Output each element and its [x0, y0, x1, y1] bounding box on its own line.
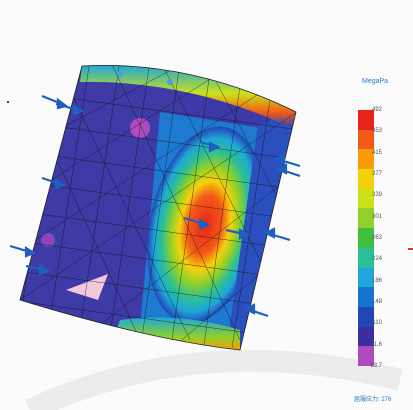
- legend-swatch: [358, 129, 374, 150]
- legend-tick-label: 148: [371, 299, 382, 305]
- stray-mark: [7, 101, 9, 103]
- legend-tick-label: 301: [371, 213, 382, 220]
- legend-tick-label: 415: [371, 149, 382, 156]
- legend-swatch: [358, 110, 374, 131]
- yield-stress-readout: 屈服应力: 276: [354, 397, 392, 403]
- legend-tick-label: 110: [372, 320, 382, 327]
- legend-tick-label: 263: [371, 235, 382, 241]
- legend-tick-label: 224: [371, 256, 382, 263]
- legend-tick-label: 339: [371, 192, 382, 199]
- legend-swatch: [358, 228, 374, 249]
- legend-tick-labels: 492 453 415 377 339 301 263 224 186 148 110 71.6 33.…: [370, 107, 412, 370]
- legend-tick-label: 186: [371, 277, 382, 284]
- cylinder-body: [19, 65, 297, 351]
- legend-swatch: [358, 287, 374, 308]
- legend-swatch: [358, 346, 374, 367]
- legend-swatch: [358, 326, 374, 347]
- legend-tick-label: 33.7: [370, 363, 382, 369]
- legend-swatch: [358, 188, 374, 209]
- load-arrows: [9, 94, 301, 318]
- legend-title: MegaPa: [362, 78, 389, 85]
- legend-color-bar: [358, 110, 374, 367]
- legend-tick-label: 453: [371, 128, 382, 135]
- legend-swatch: [358, 247, 374, 269]
- legend-swatch: [358, 149, 374, 170]
- legend-tick-label: 492: [371, 107, 382, 113]
- legend-swatch: [358, 267, 374, 288]
- legend-swatch: [358, 306, 374, 328]
- color-legend: MegaPa 492 453 415 377 339 301 263 224 186 148 110…: [352, 74, 413, 410]
- yield-marker: [408, 248, 413, 250]
- legend-swatch: [358, 169, 374, 190]
- legend-swatch: [358, 208, 374, 229]
- legend-tick-label: 377: [371, 171, 382, 177]
- legend-tick-label: 71.6: [370, 341, 382, 348]
